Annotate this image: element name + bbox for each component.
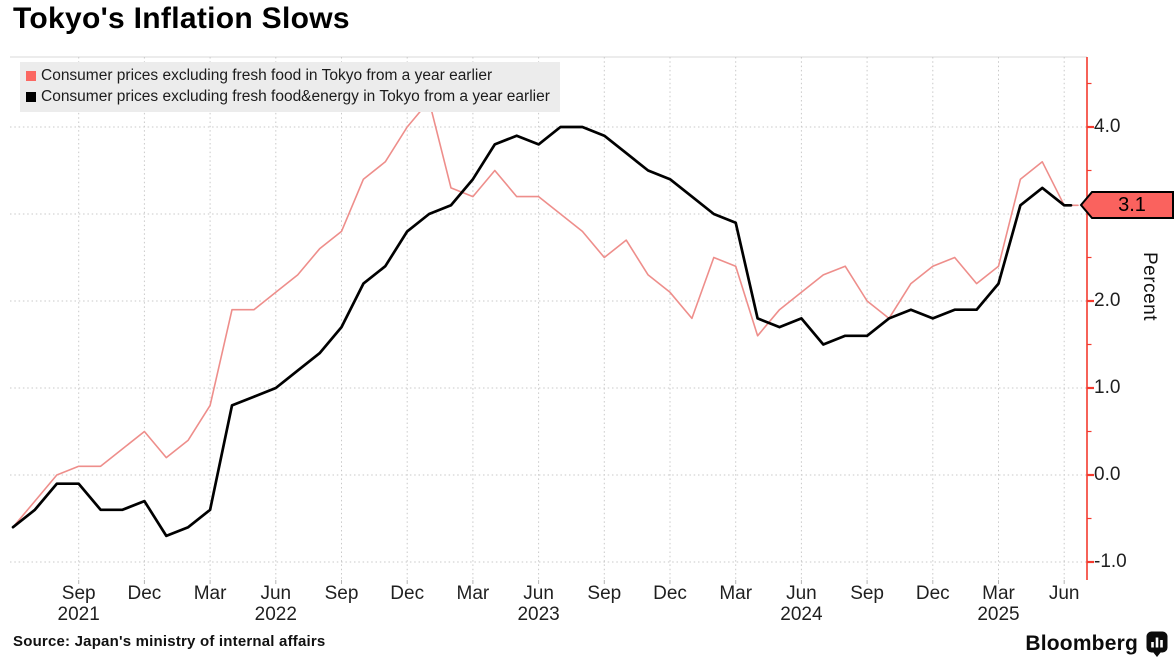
legend-item: Consumer prices excluding fresh food&ene… (26, 86, 550, 107)
last-value-callout (1079, 191, 1174, 220)
bar-chart-bubble-icon (1146, 631, 1168, 657)
legend-swatch-red (26, 70, 36, 81)
legend-item-label: Consumer prices excluding fresh food&ene… (41, 87, 550, 105)
legend-item-label: Consumer prices excluding fresh food in … (41, 66, 493, 84)
legend-item: Consumer prices excluding fresh food in … (26, 65, 550, 86)
chart-title: Tokyo's Inflation Slows (13, 2, 350, 35)
brand-wordmark: Bloomberg (1025, 632, 1138, 655)
brand-logo: Bloomberg (1025, 631, 1168, 657)
chart-legend: Consumer prices excluding fresh food in … (20, 62, 560, 112)
legend-swatch-black (26, 91, 36, 102)
y-axis-title: Percent (1139, 252, 1160, 321)
source-note: Source: Japan's ministry of internal aff… (13, 633, 326, 650)
callout-flag-shape (1079, 191, 1174, 220)
last-value-label: 3.1 (1118, 194, 1146, 217)
